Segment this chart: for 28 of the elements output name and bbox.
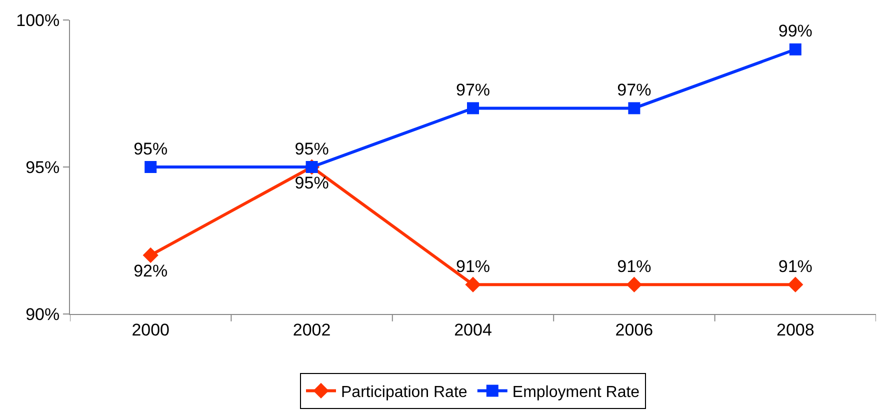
point xyxy=(626,276,642,292)
point xyxy=(142,247,158,263)
data-label: 95% xyxy=(294,139,329,158)
point xyxy=(788,276,804,292)
data-label: 99% xyxy=(778,22,812,41)
legend-label: Employment Rate xyxy=(512,384,640,401)
x-tick-label: 2000 xyxy=(132,320,170,340)
point xyxy=(628,102,640,114)
y-tick-label: 95% xyxy=(26,158,60,177)
data-label: 97% xyxy=(617,80,652,100)
data-label: 95% xyxy=(134,139,168,158)
x-tick-label: 2006 xyxy=(615,320,654,340)
x-tick-label: 2002 xyxy=(292,320,331,340)
data-label: 91% xyxy=(456,256,490,276)
data-label: 95% xyxy=(294,173,329,192)
x-tick-label: 2008 xyxy=(776,320,814,340)
point xyxy=(144,161,157,173)
data-label: 91% xyxy=(778,256,812,276)
legend-label: Participation Rate xyxy=(341,384,468,401)
point xyxy=(465,276,481,292)
y-tick-label: 90% xyxy=(26,304,60,324)
point xyxy=(789,43,802,56)
data-label: 97% xyxy=(456,80,490,100)
data-label: 92% xyxy=(134,261,168,280)
x-tick-label: 2004 xyxy=(454,320,492,340)
data-label: 91% xyxy=(617,256,652,276)
y-tick-label: 100% xyxy=(16,10,60,30)
point xyxy=(467,102,479,114)
